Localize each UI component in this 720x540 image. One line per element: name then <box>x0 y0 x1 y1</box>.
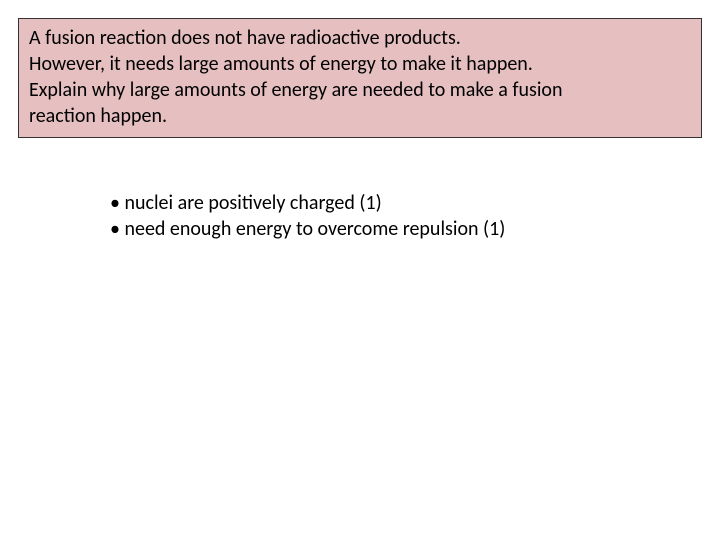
question-line-2: However, it needs large amounts of energ… <box>29 51 691 77</box>
question-line-1: A fusion reaction does not have radioact… <box>29 25 691 51</box>
answer-block: • nuclei are positively charged (1) • ne… <box>110 190 670 242</box>
question-box: A fusion reaction does not have radioact… <box>18 18 702 138</box>
question-line-3: Explain why large amounts of energy are … <box>29 77 691 103</box>
question-line-4: reaction happen. <box>29 103 691 129</box>
answer-bullet-1: • nuclei are positively charged (1) <box>110 190 670 216</box>
answer-bullet-2: • need enough energy to overcome repulsi… <box>110 216 670 242</box>
